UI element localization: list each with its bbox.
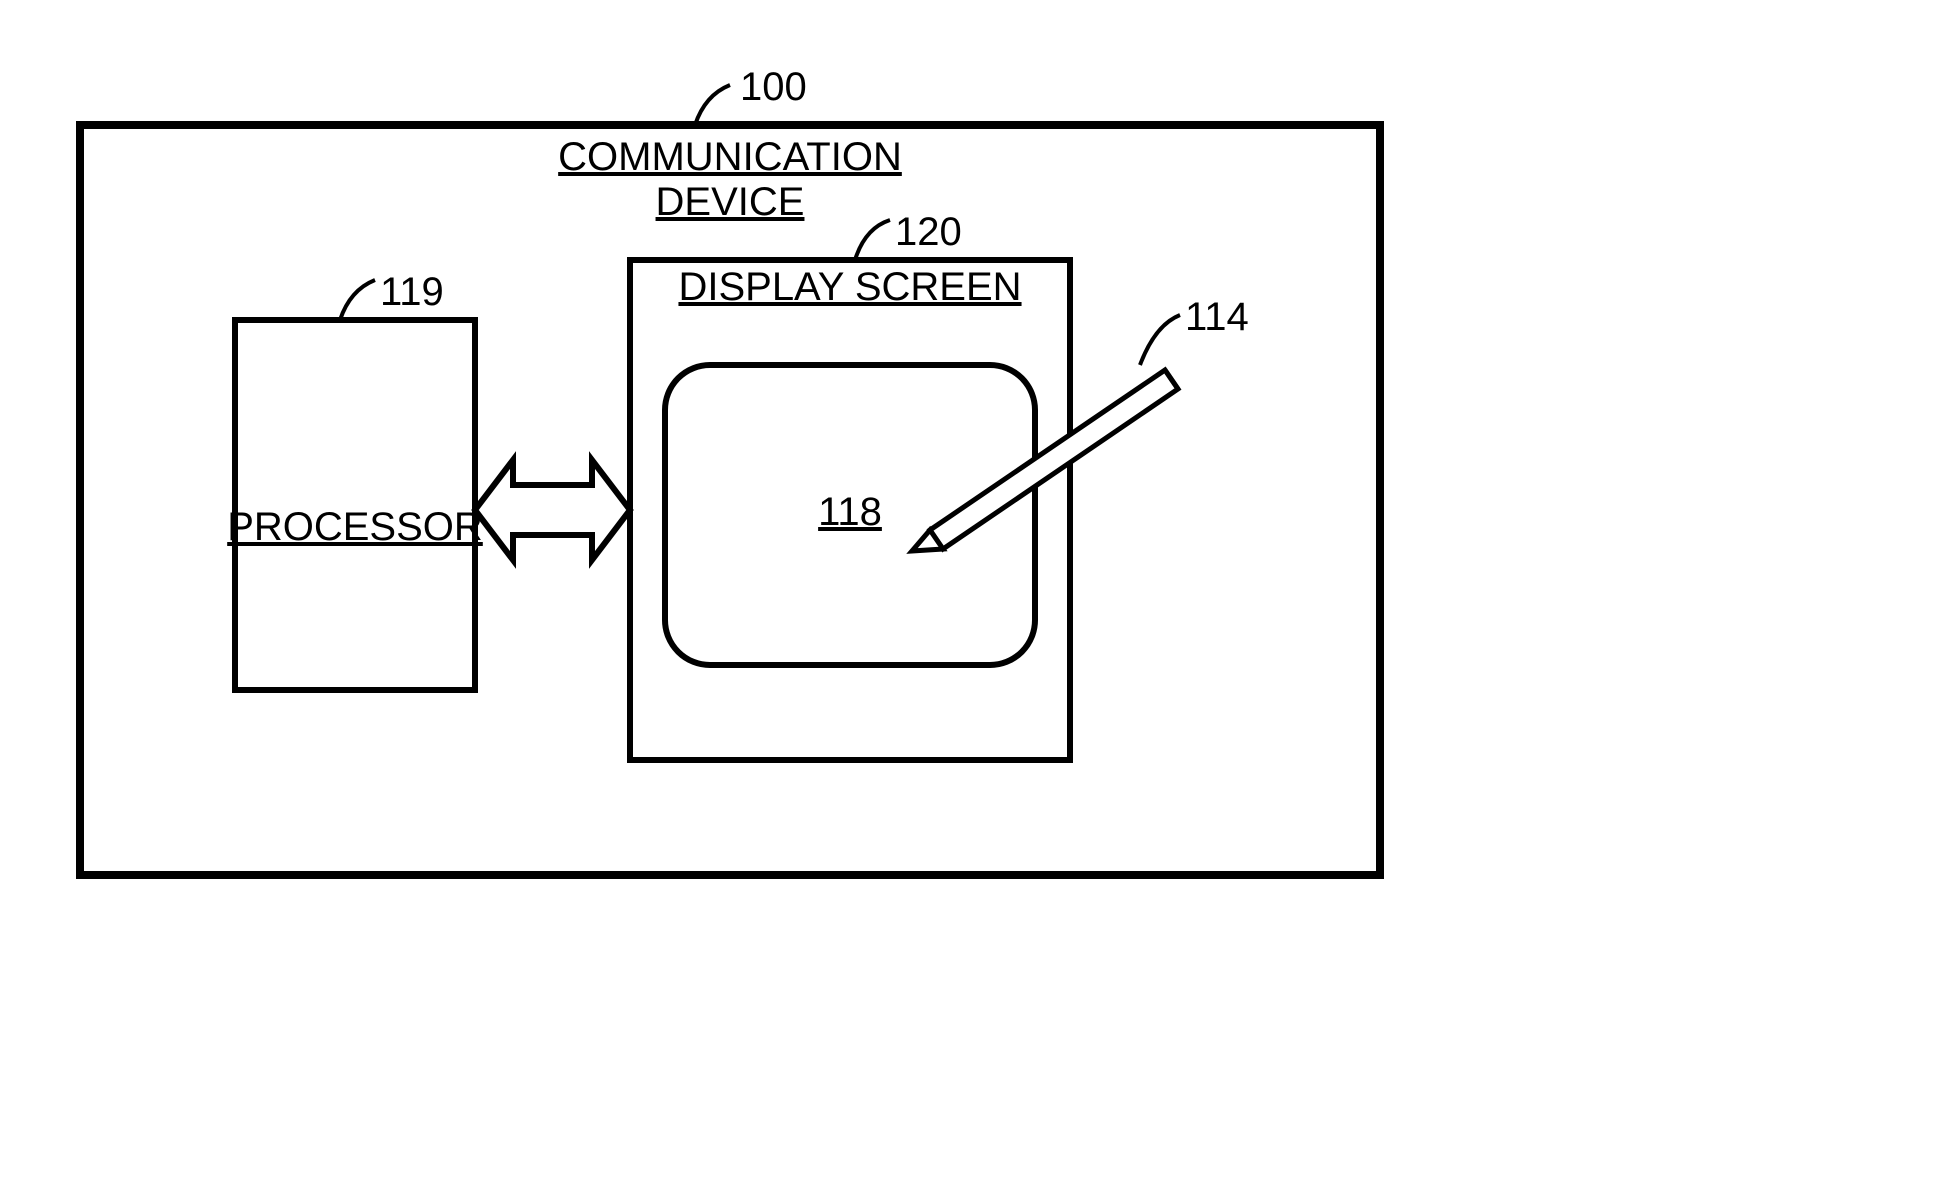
ref-leader-100	[695, 85, 730, 125]
diagram-canvas: COMMUNICATION DEVICE 100 PROCESSOR 119 D…	[0, 0, 1952, 1184]
stylus-icon	[912, 370, 1178, 551]
processor-label: PROCESSOR	[227, 505, 483, 549]
display-inner-label: 118	[818, 490, 882, 534]
ref-leader-119	[340, 280, 375, 320]
ref-leader-120	[855, 220, 890, 260]
ref-number-114: 114	[1185, 295, 1249, 339]
bidirectional-arrow	[475, 460, 630, 560]
ref-number-119: 119	[380, 270, 444, 314]
ref-number-100: 100	[740, 65, 807, 109]
communication-device-label-line2: DEVICE	[656, 180, 805, 224]
display-screen-label: DISPLAY SCREEN	[678, 265, 1021, 309]
ref-number-120: 120	[895, 210, 962, 254]
communication-device-label-line1: COMMUNICATION	[558, 135, 902, 179]
ref-leader-114	[1140, 315, 1180, 365]
